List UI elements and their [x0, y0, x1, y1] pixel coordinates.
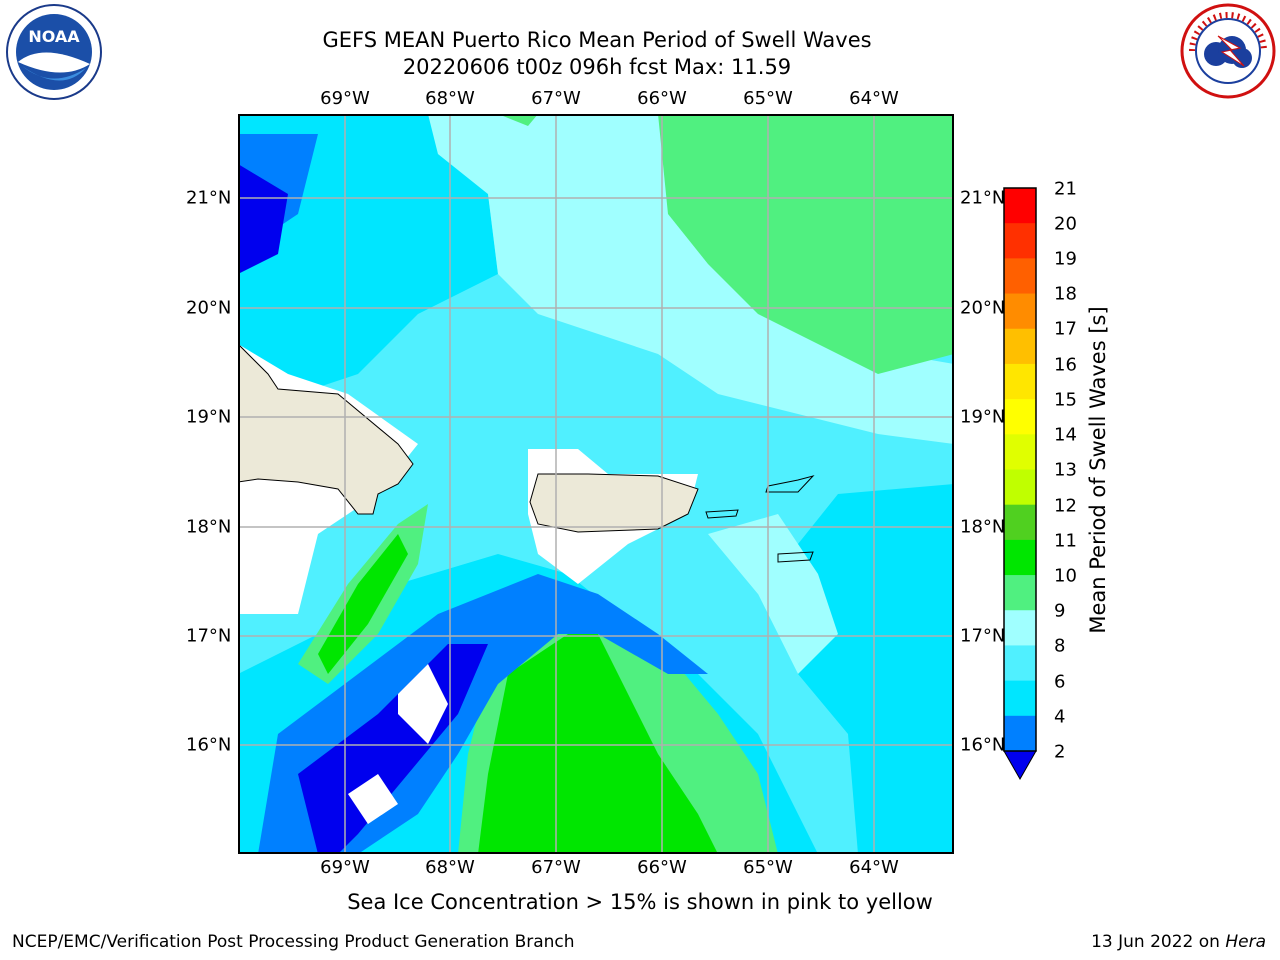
- nws-logo: [1178, 2, 1278, 106]
- credit-branch: NCEP/EMC/Verification Post Processing Pr…: [12, 932, 575, 952]
- colorbar-tick-label: 2: [1054, 741, 1066, 763]
- lat-tick-label-left: 17°N: [186, 625, 232, 647]
- colorbar-swatch: [1004, 504, 1036, 541]
- colorbar-swatch: [1004, 645, 1036, 682]
- land-mask: [398, 664, 448, 744]
- contour-10-11: [478, 634, 718, 854]
- swell-period-map: [237, 114, 954, 854]
- lat-tick-label-right: 20°N: [960, 297, 1006, 319]
- lat-tick-label-left: 16°N: [186, 734, 232, 756]
- credit-host: Hera: [1225, 932, 1266, 952]
- colorbar-tick-label: 17: [1054, 318, 1077, 340]
- colorbar: [1000, 185, 1040, 789]
- lat-tick-label-left: 19°N: [186, 406, 232, 428]
- noaa-logo: NOAA: [2, 2, 106, 106]
- colorbar-tick-label: 18: [1054, 283, 1077, 305]
- contour-9-10: [658, 114, 954, 374]
- contour-below-2: [238, 164, 288, 274]
- colorbar-tick-label: 11: [1054, 530, 1077, 552]
- colorbar-tick-label: 15: [1054, 389, 1077, 411]
- lon-tick-label-bottom: 68°W: [425, 857, 475, 878]
- lat-tick-label-right: 16°N: [960, 734, 1006, 756]
- lon-tick-label-bottom: 65°W: [743, 857, 793, 878]
- colorbar-tick-label: 9: [1054, 600, 1066, 622]
- lon-tick-label-top: 66°W: [637, 88, 687, 109]
- lat-tick-label-left: 20°N: [186, 297, 232, 319]
- colorbar-tick-label: 12: [1054, 495, 1077, 517]
- colorbar-swatch: [1004, 188, 1036, 224]
- colorbar-tick-label: 19: [1054, 248, 1077, 270]
- island-outline: [705, 509, 739, 519]
- chart-subtitle: 20220606 t00z 096h fcst Max: 11.59: [402, 55, 792, 79]
- colorbar-swatch: [1004, 610, 1036, 646]
- lon-tick-label-bottom: 67°W: [531, 857, 581, 878]
- colorbar-tick-label: 6: [1054, 671, 1066, 693]
- island-outline: [765, 475, 815, 493]
- lon-tick-label-top: 64°W: [849, 88, 899, 109]
- lat-tick-label-left: 21°N: [186, 187, 232, 209]
- contour-10-11: [318, 534, 408, 674]
- graticule: [238, 114, 954, 854]
- lat-tick-label-right: 18°N: [960, 516, 1006, 538]
- colorbar-swatch: [1004, 680, 1036, 717]
- colorbar-swatch: [1004, 539, 1036, 576]
- colorbar-swatch: [1004, 328, 1036, 365]
- colorbar-swatch: [1004, 258, 1036, 295]
- contour-8-9: [708, 514, 838, 674]
- credit-date: 13 Jun 2022 on Hera: [1091, 932, 1266, 952]
- lon-tick-label-top: 68°W: [425, 88, 475, 109]
- lon-tick-label-bottom: 66°W: [637, 857, 687, 878]
- puerto-rico-land: [529, 473, 699, 533]
- island-outline: [777, 551, 814, 563]
- colorbar-tick-label: 14: [1054, 424, 1077, 446]
- colorbar-tick-label: 8: [1054, 635, 1066, 657]
- colorbar-tick-label: 13: [1054, 459, 1077, 481]
- colorbar-swatch: [1004, 575, 1036, 611]
- colorbar-tick-label: 20: [1054, 213, 1077, 235]
- credit-date-text: 13 Jun 2022 on: [1091, 932, 1226, 952]
- colorbar-swatch: [1004, 293, 1036, 330]
- colorbar-title: Mean Period of Swell Waves [s]: [1086, 306, 1110, 634]
- colorbar-swatch: [1004, 223, 1036, 259]
- colorbar-swatch: [1004, 715, 1036, 752]
- colorbar-tick-label: 4: [1054, 706, 1066, 728]
- colorbar-tick-label: 10: [1054, 565, 1077, 587]
- colorbar-swatch: [1004, 363, 1036, 400]
- hispaniola-land: [237, 342, 414, 515]
- lat-tick-label-right: 17°N: [960, 625, 1006, 647]
- lon-tick-label-bottom: 69°W: [320, 857, 370, 878]
- lat-tick-label-left: 18°N: [186, 516, 232, 538]
- colorbar-swatch: [1004, 469, 1036, 506]
- colorbar-tick-label: 16: [1054, 354, 1077, 376]
- lat-tick-label-right: 21°N: [960, 187, 1006, 209]
- land-mask: [348, 774, 398, 824]
- svg-text:NOAA: NOAA: [28, 27, 80, 46]
- colorbar-tick-label: 21: [1054, 178, 1077, 200]
- chart-title: GEFS MEAN Puerto Rico Mean Period of Swe…: [322, 28, 872, 52]
- lat-tick-label-right: 19°N: [960, 406, 1006, 428]
- lon-tick-label-top: 65°W: [743, 88, 793, 109]
- colorbar-extend-arrow: [1003, 750, 1037, 781]
- lon-tick-label-top: 67°W: [531, 88, 581, 109]
- contour-8-9: [428, 114, 954, 444]
- colorbar-swatch: [1004, 399, 1036, 435]
- lon-tick-label-top: 69°W: [320, 88, 370, 109]
- colorbar-swatch: [1004, 434, 1036, 470]
- sea-ice-note: Sea Ice Concentration > 15% is shown in …: [347, 890, 933, 914]
- contour-9-10: [498, 114, 538, 126]
- lon-tick-label-bottom: 64°W: [849, 857, 899, 878]
